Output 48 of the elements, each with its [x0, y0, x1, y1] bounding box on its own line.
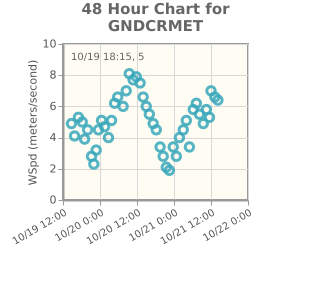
point: [205, 85, 217, 96]
point: [180, 114, 192, 126]
point: [130, 71, 142, 82]
point: [190, 98, 202, 109]
y-axis-title: WSpd (meters/second): [26, 60, 40, 186]
point: [154, 141, 166, 153]
point: [127, 74, 139, 86]
point: [148, 118, 159, 130]
y-tick-label: 10: [42, 38, 56, 50]
point: [72, 112, 84, 123]
point: [86, 150, 98, 162]
y-tick-label: 0: [50, 194, 56, 206]
y-tick-label: 4: [50, 131, 56, 144]
point: [198, 118, 209, 130]
point: [88, 158, 100, 170]
point: [212, 94, 224, 106]
point: [164, 164, 176, 176]
point: [134, 77, 146, 89]
point: [76, 116, 88, 128]
point: [144, 108, 156, 120]
point: [150, 124, 162, 136]
point: [170, 150, 182, 162]
y-tick-label: 8: [50, 68, 56, 82]
point: [188, 104, 199, 116]
y-tick-label: 2: [50, 162, 56, 176]
point: [184, 141, 196, 153]
point: [124, 68, 135, 80]
point: [117, 100, 129, 112]
point: [82, 124, 94, 136]
y-tick-label: 6: [50, 100, 56, 113]
point: [194, 108, 206, 120]
point: [200, 104, 212, 116]
point: [68, 130, 80, 142]
point: [120, 85, 132, 96]
point: [137, 91, 149, 103]
point: [209, 91, 221, 103]
point: [140, 100, 152, 112]
point: [78, 133, 90, 145]
chart-title: 48 Hour Chart for GNDCRMET: [81, 0, 230, 35]
point: [158, 150, 169, 162]
annotation: 10/19 18:15, 5: [71, 52, 145, 63]
point: [204, 112, 216, 123]
point: [160, 162, 172, 173]
point: [168, 141, 179, 153]
point: [174, 132, 186, 144]
point: [178, 124, 189, 136]
point: [90, 144, 102, 156]
point: [66, 118, 78, 130]
